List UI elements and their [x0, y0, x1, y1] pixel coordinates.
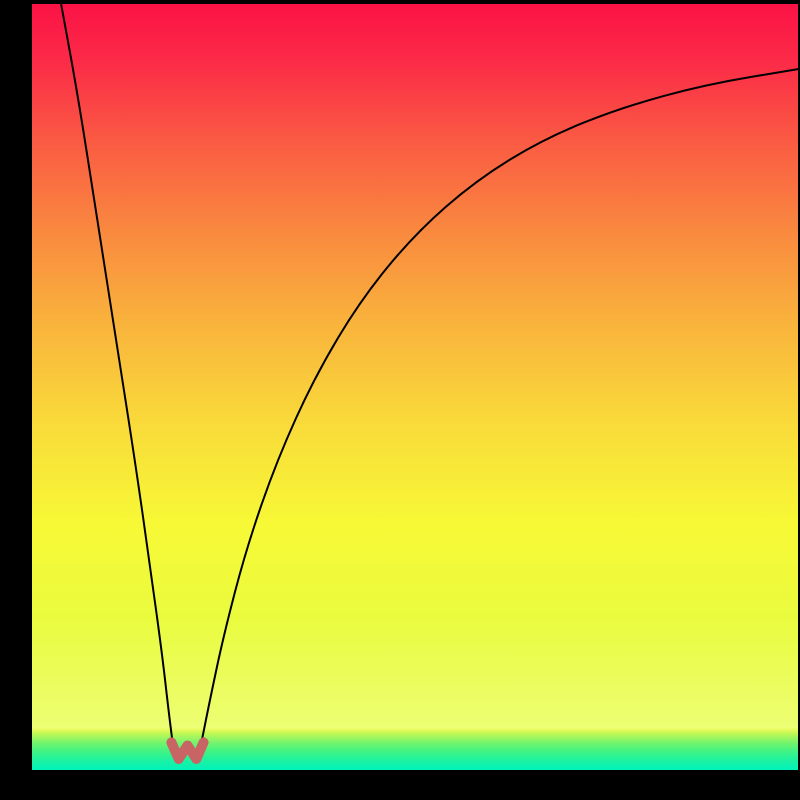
bottleneck-curve-chart — [32, 4, 798, 770]
gradient-background — [32, 4, 798, 770]
